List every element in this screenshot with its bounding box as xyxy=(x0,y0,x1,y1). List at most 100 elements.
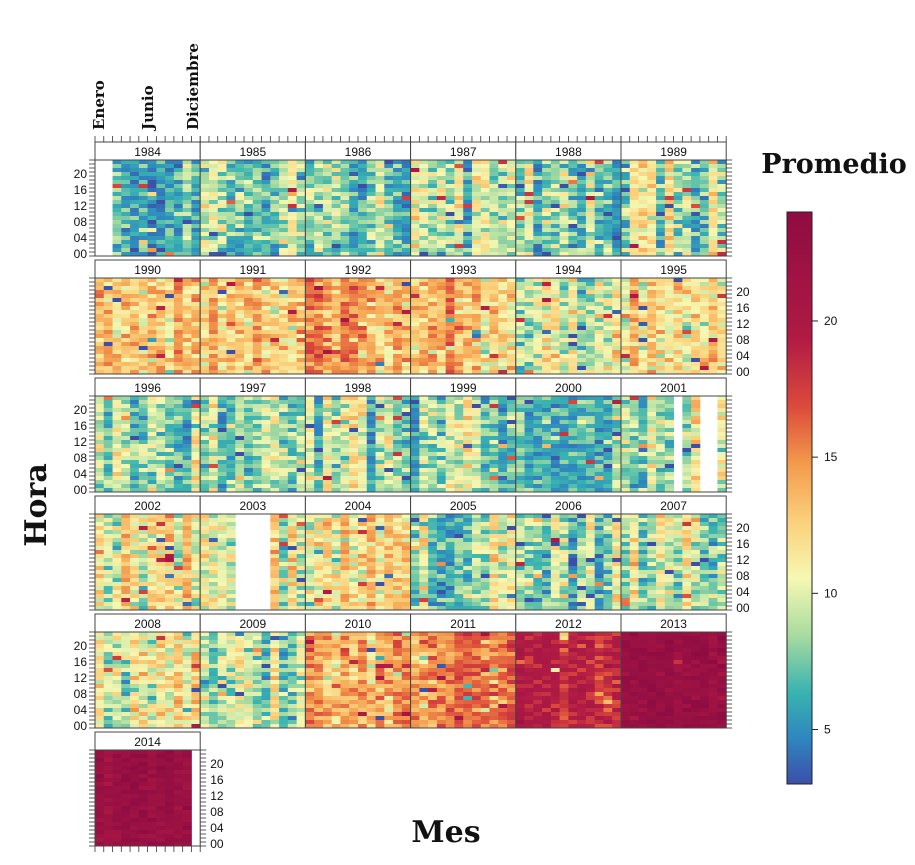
heatmap-cell xyxy=(165,440,175,445)
heatmap-cell xyxy=(533,184,543,189)
heatmap-cell xyxy=(480,424,490,429)
heatmap-cell xyxy=(691,240,701,245)
heatmap-cell xyxy=(156,298,166,303)
heatmap-cell xyxy=(480,184,490,189)
heatmap-cell xyxy=(682,200,692,205)
heatmap-cell xyxy=(647,196,657,201)
heatmap-cell xyxy=(507,290,517,295)
heatmap-cell xyxy=(480,346,490,351)
heatmap-cell xyxy=(629,346,639,351)
heatmap-cell xyxy=(261,192,271,197)
heatmap-cell xyxy=(480,180,490,185)
heatmap-cell xyxy=(436,318,447,323)
heatmap-cell xyxy=(156,346,166,351)
heatmap-cell xyxy=(471,334,482,339)
heatmap-cell xyxy=(340,464,350,469)
heatmap-cell xyxy=(130,460,140,465)
heatmap-cell xyxy=(638,484,648,489)
heatmap-cell xyxy=(191,334,201,339)
heatmap-cell xyxy=(621,488,631,493)
heatmap-cell xyxy=(200,160,210,165)
heatmap-cell xyxy=(454,424,464,429)
heatmap-cell xyxy=(533,244,543,249)
heatmap-cell xyxy=(401,180,411,185)
heatmap-cell xyxy=(235,306,245,311)
heatmap-cell xyxy=(559,184,569,189)
heatmap-cell xyxy=(568,488,578,493)
heatmap-cell xyxy=(95,338,105,343)
heatmap-cell xyxy=(103,334,113,339)
heatmap-cell xyxy=(489,244,499,249)
heatmap-cell xyxy=(165,476,175,481)
heatmap-cell xyxy=(235,436,245,441)
heatmap-cell xyxy=(621,460,631,465)
heatmap-cell xyxy=(331,298,341,303)
heatmap-cell xyxy=(515,168,525,173)
heatmap-cell xyxy=(454,302,464,307)
heatmap-cell xyxy=(594,318,604,323)
heatmap-cell xyxy=(717,168,727,173)
heatmap-cell xyxy=(138,342,148,347)
heatmap-cell xyxy=(287,346,298,351)
heatmap-cell xyxy=(559,232,569,237)
heatmap-cell xyxy=(340,240,350,245)
heatmap-cell xyxy=(349,412,359,417)
heatmap-cell xyxy=(550,338,561,343)
heatmap-cell xyxy=(699,228,710,233)
heatmap-cell xyxy=(270,212,280,217)
heatmap-cell xyxy=(200,432,210,437)
heatmap-cell xyxy=(182,468,192,473)
heatmap-cell xyxy=(533,448,543,453)
heatmap-cell xyxy=(577,400,587,405)
heatmap-cell xyxy=(366,436,376,441)
heatmap-cell xyxy=(200,468,210,473)
heatmap-cell xyxy=(533,278,543,283)
heatmap-cell xyxy=(664,330,674,335)
heatmap-cell xyxy=(656,204,666,209)
heatmap-cell xyxy=(533,200,543,205)
heatmap-cell xyxy=(147,346,157,351)
heatmap-cell xyxy=(296,358,306,363)
heatmap-cell xyxy=(463,212,473,217)
heatmap-cell xyxy=(270,286,280,291)
heatmap-cell xyxy=(130,370,140,375)
heatmap-cell xyxy=(489,428,499,433)
heatmap-cell xyxy=(699,164,710,169)
heatmap-cell xyxy=(112,244,122,249)
heatmap-cell xyxy=(349,192,359,197)
heatmap-cell xyxy=(235,452,245,457)
heatmap-cell xyxy=(191,204,201,209)
heatmap-cell xyxy=(279,460,289,465)
heatmap-cell xyxy=(191,412,201,417)
heatmap-cell xyxy=(165,176,175,181)
heatmap-cell xyxy=(340,432,350,437)
heatmap-cell xyxy=(419,286,429,291)
heatmap-cell xyxy=(191,460,201,465)
heatmap-cell xyxy=(507,448,517,453)
heatmap-cell xyxy=(428,184,438,189)
heatmap-cell xyxy=(480,476,490,481)
heatmap-cell xyxy=(629,244,639,249)
heatmap-cell xyxy=(173,342,184,347)
panel-year-label: 1997 xyxy=(239,381,266,395)
heatmap-cell xyxy=(603,350,613,355)
heatmap-cell xyxy=(112,400,122,405)
heatmap-cell xyxy=(621,358,631,363)
heatmap-cell xyxy=(217,460,227,465)
heatmap-cell xyxy=(664,294,674,299)
heatmap-cell xyxy=(121,448,131,453)
heatmap-cell xyxy=(112,484,122,489)
heatmap-cell xyxy=(629,278,639,283)
heatmap-cell xyxy=(165,354,175,359)
heatmap-cell xyxy=(147,172,157,177)
heatmap-cell xyxy=(182,184,192,189)
heatmap-cell xyxy=(261,212,271,217)
heatmap-cell xyxy=(322,468,333,473)
heatmap-cell xyxy=(95,400,105,405)
heatmap-cell xyxy=(296,196,306,201)
heatmap-cell xyxy=(621,282,631,287)
heatmap-cell xyxy=(279,188,289,193)
heatmap-cell xyxy=(121,322,131,327)
heatmap-cell xyxy=(559,200,569,205)
heatmap-cell xyxy=(244,448,254,453)
